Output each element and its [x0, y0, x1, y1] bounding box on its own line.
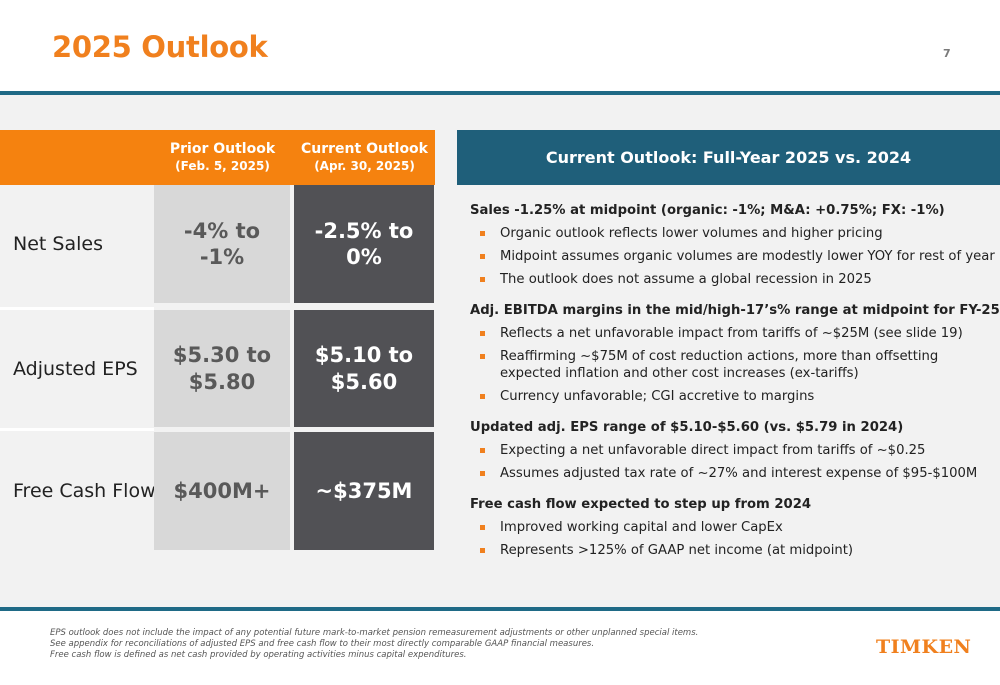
outlook-section: Sales -1.25% at midpoint (organic: -1%; …	[470, 200, 995, 288]
bullet-item: Reaffirming ~$75M of cost reduction acti…	[470, 348, 995, 382]
square-bullet-icon	[480, 394, 485, 399]
bullet-text: Expecting a net unfavorable direct impac…	[500, 443, 926, 458]
row-label-net-sales: Net Sales	[13, 233, 103, 255]
bullet-text: The outlook does not assume a global rec…	[500, 272, 872, 287]
free-cash-flow-prior-cell: $400M+	[154, 432, 290, 550]
bullet-text: Improved working capital and lower CapEx	[500, 520, 783, 535]
section-heading: Free cash flow expected to step up from …	[470, 497, 812, 512]
row-separator	[0, 428, 154, 431]
section-heading: Updated adj. EPS range of $5.10-$5.60 (v…	[470, 420, 904, 435]
bullet-text: Assumes adjusted tax rate of ~27% and in…	[500, 466, 978, 481]
square-bullet-icon	[480, 471, 485, 476]
bullet-text: Represents >125% of GAAP net income (at …	[500, 543, 854, 558]
adjusted-eps-prior-cell: $5.30 to $5.80	[154, 310, 290, 427]
footnote: EPS outlook does not include the impact …	[50, 628, 699, 638]
bullet-item: Assumes adjusted tax rate of ~27% and in…	[470, 465, 995, 482]
footnote: Free cash flow is defined as net cash pr…	[50, 650, 467, 660]
bullet-item: Midpoint assumes organic volumes are mod…	[470, 248, 995, 265]
square-bullet-icon	[480, 254, 485, 259]
net-sales-prior-cell: -4% to -1%	[154, 185, 290, 303]
bullet-text: Reflects a net unfavorable impact from t…	[500, 326, 963, 341]
bullet-item: Reflects a net unfavorable impact from t…	[470, 325, 995, 342]
bullet-item: Currency unfavorable; CGI accretive to m…	[470, 388, 995, 405]
top-divider	[0, 91, 1000, 95]
bullet-item: Improved working capital and lower CapEx	[470, 519, 995, 536]
adjusted-eps-current-cell: $5.10 to $5.60	[294, 310, 434, 427]
square-bullet-icon	[480, 548, 485, 553]
section-heading: Adj. EBITDA margins in the mid/high-17’s…	[470, 303, 1000, 318]
square-bullet-icon	[480, 231, 485, 236]
prior-outlook-header: Prior Outlook (Feb. 5, 2025)	[169, 141, 276, 173]
section-heading: Sales -1.25% at midpoint (organic: -1%; …	[470, 203, 945, 218]
timken-logo: TIMKEN	[876, 636, 972, 658]
current-outlook-panel-header: Current Outlook: Full-Year 2025 vs. 2024	[457, 130, 1000, 185]
bullet-item: Represents >125% of GAAP net income (at …	[470, 542, 995, 559]
page-title: 2025 Outlook	[52, 30, 268, 64]
square-bullet-icon	[480, 277, 485, 282]
square-bullet-icon	[480, 354, 485, 359]
bullet-item: The outlook does not assume a global rec…	[470, 271, 995, 288]
bullet-text: Reaffirming ~$75M of cost reduction acti…	[500, 349, 939, 381]
current-outlook-header: Current Outlook (Apr. 30, 2025)	[301, 141, 428, 173]
outlook-section: Updated adj. EPS range of $5.10-$5.60 (v…	[470, 417, 995, 482]
row-separator	[0, 307, 154, 310]
current-outlook-panel-body: Sales -1.25% at midpoint (organic: -1%; …	[470, 200, 1000, 571]
outlook-table-header: Prior Outlook (Feb. 5, 2025) Current Out…	[0, 130, 435, 185]
square-bullet-icon	[480, 448, 485, 453]
footnotes: EPS outlook does not include the impact …	[50, 628, 770, 661]
free-cash-flow-current-cell: ~$375M	[294, 432, 434, 550]
bottom-divider	[0, 607, 1000, 611]
bullet-text: Midpoint assumes organic volumes are mod…	[500, 249, 995, 264]
bullet-text: Organic outlook reflects lower volumes a…	[500, 226, 883, 241]
bullet-item: Organic outlook reflects lower volumes a…	[470, 225, 995, 242]
page-number: 7	[943, 47, 951, 60]
bullet-text: Currency unfavorable; CGI accretive to m…	[500, 389, 815, 404]
bullet-item: Expecting a net unfavorable direct impac…	[470, 442, 995, 459]
square-bullet-icon	[480, 331, 485, 336]
footnote: See appendix for reconciliations of adju…	[50, 639, 595, 649]
square-bullet-icon	[480, 525, 485, 530]
row-label-free-cash-flow: Free Cash Flow	[13, 480, 156, 502]
outlook-section: Free cash flow expected to step up from …	[470, 494, 995, 559]
outlook-section: Adj. EBITDA margins in the mid/high-17’s…	[470, 300, 1000, 405]
net-sales-current-cell: -2.5% to 0%	[294, 185, 434, 303]
row-label-adjusted-eps: Adjusted EPS	[13, 357, 138, 380]
